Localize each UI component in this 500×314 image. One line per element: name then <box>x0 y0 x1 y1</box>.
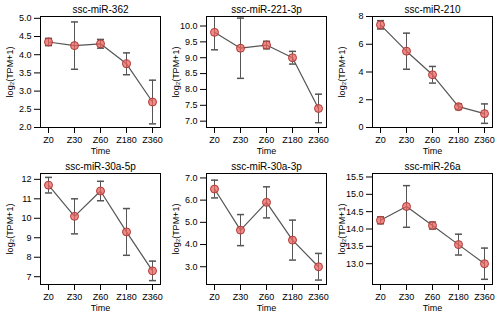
svg-text:Z360: Z360 <box>474 292 495 302</box>
svg-text:Z60: Z60 <box>425 292 441 302</box>
svg-text:Time: Time <box>257 303 277 313</box>
svg-text:6.0: 6.0 <box>185 195 198 205</box>
svg-text:9.5: 9.5 <box>185 37 198 47</box>
svg-text:log₂(TPM+1): log₂(TPM+1) <box>337 47 347 98</box>
svg-text:10: 10 <box>21 213 31 223</box>
svg-text:Z180: Z180 <box>282 292 303 302</box>
svg-text:7.5: 7.5 <box>185 100 198 110</box>
svg-text:Z180: Z180 <box>448 135 469 145</box>
svg-text:Z360: Z360 <box>142 135 163 145</box>
svg-text:2.5: 2.5 <box>19 104 32 114</box>
svg-text:log₂(TPM+1): log₂(TPM+1) <box>171 47 181 98</box>
svg-text:8.0: 8.0 <box>185 84 198 94</box>
svg-text:Z0: Z0 <box>375 292 386 302</box>
svg-text:Z60: Z60 <box>93 135 109 145</box>
svg-text:9: 9 <box>26 233 31 243</box>
svg-text:Z360: Z360 <box>474 135 495 145</box>
svg-text:ssc-miR-30a-3p: ssc-miR-30a-3p <box>231 161 302 172</box>
svg-text:Z360: Z360 <box>308 292 329 302</box>
svg-text:Z30: Z30 <box>67 135 83 145</box>
svg-text:12: 12 <box>21 174 31 184</box>
svg-text:log₂(TPM+1): log₂(TPM+1) <box>171 204 181 255</box>
svg-text:Z360: Z360 <box>142 292 163 302</box>
svg-text:Time: Time <box>423 146 443 156</box>
svg-text:log₂(TPM+1): log₂(TPM+1) <box>5 47 15 98</box>
svg-text:Z180: Z180 <box>448 292 469 302</box>
svg-text:ssc-miR-362: ssc-miR-362 <box>72 4 129 15</box>
svg-text:Z30: Z30 <box>399 135 415 145</box>
svg-text:Z30: Z30 <box>233 292 249 302</box>
svg-text:Z60: Z60 <box>93 292 109 302</box>
svg-text:log₂(TPM+1): log₂(TPM+1) <box>5 204 15 255</box>
svg-text:8: 8 <box>358 11 363 21</box>
svg-text:13.0: 13.0 <box>346 259 364 269</box>
svg-text:Z360: Z360 <box>308 135 329 145</box>
svg-text:Z60: Z60 <box>259 292 275 302</box>
svg-text:15.5: 15.5 <box>346 172 364 182</box>
svg-text:11: 11 <box>22 194 31 204</box>
svg-text:ssc-miR-210: ssc-miR-210 <box>404 4 461 15</box>
svg-text:3.5: 3.5 <box>19 68 32 78</box>
svg-text:3.0: 3.0 <box>19 86 32 96</box>
svg-text:Time: Time <box>423 303 443 313</box>
svg-text:7.0: 7.0 <box>185 173 198 183</box>
svg-text:Z0: Z0 <box>43 135 54 145</box>
svg-text:14.0: 14.0 <box>346 224 364 234</box>
svg-text:Z30: Z30 <box>67 292 83 302</box>
svg-text:ssc-miR-221-3p: ssc-miR-221-3p <box>231 4 302 15</box>
svg-text:9.0: 9.0 <box>185 53 198 63</box>
svg-text:Z60: Z60 <box>259 135 275 145</box>
svg-text:10.0: 10.0 <box>180 21 198 31</box>
svg-text:Z0: Z0 <box>375 135 386 145</box>
svg-text:5.0: 5.0 <box>185 217 198 227</box>
svg-text:14.5: 14.5 <box>346 207 364 217</box>
svg-text:8: 8 <box>26 252 31 262</box>
svg-text:15.0: 15.0 <box>346 189 364 199</box>
svg-text:7.0: 7.0 <box>185 116 198 126</box>
svg-text:4.0: 4.0 <box>19 50 32 60</box>
svg-text:ssc-miR-26a: ssc-miR-26a <box>404 161 461 172</box>
svg-text:8.5: 8.5 <box>185 68 198 78</box>
svg-text:log₂(TPM+1): log₂(TPM+1) <box>337 204 347 255</box>
svg-text:7: 7 <box>26 272 31 282</box>
svg-text:2.0: 2.0 <box>19 122 32 132</box>
svg-text:4: 4 <box>358 67 363 77</box>
svg-text:ssc-miR-30a-5p: ssc-miR-30a-5p <box>65 161 136 172</box>
svg-text:4.5: 4.5 <box>19 31 32 41</box>
svg-text:2: 2 <box>358 95 363 105</box>
svg-text:Z60: Z60 <box>425 135 441 145</box>
svg-text:Z30: Z30 <box>233 135 249 145</box>
svg-text:4.0: 4.0 <box>185 239 198 249</box>
svg-text:Z180: Z180 <box>282 135 303 145</box>
svg-text:3.0: 3.0 <box>185 262 198 272</box>
svg-text:Z0: Z0 <box>209 292 220 302</box>
svg-text:Z0: Z0 <box>43 292 54 302</box>
svg-text:Time: Time <box>91 146 111 156</box>
svg-text:Z0: Z0 <box>209 135 220 145</box>
svg-text:Z180: Z180 <box>116 292 137 302</box>
svg-text:0: 0 <box>358 122 363 132</box>
svg-text:Time: Time <box>257 146 277 156</box>
svg-text:Z30: Z30 <box>399 292 415 302</box>
svg-text:13.5: 13.5 <box>346 241 364 251</box>
svg-text:Z180: Z180 <box>116 135 137 145</box>
svg-text:5.0: 5.0 <box>19 13 32 23</box>
svg-text:6: 6 <box>358 39 363 49</box>
svg-text:Time: Time <box>91 303 111 313</box>
